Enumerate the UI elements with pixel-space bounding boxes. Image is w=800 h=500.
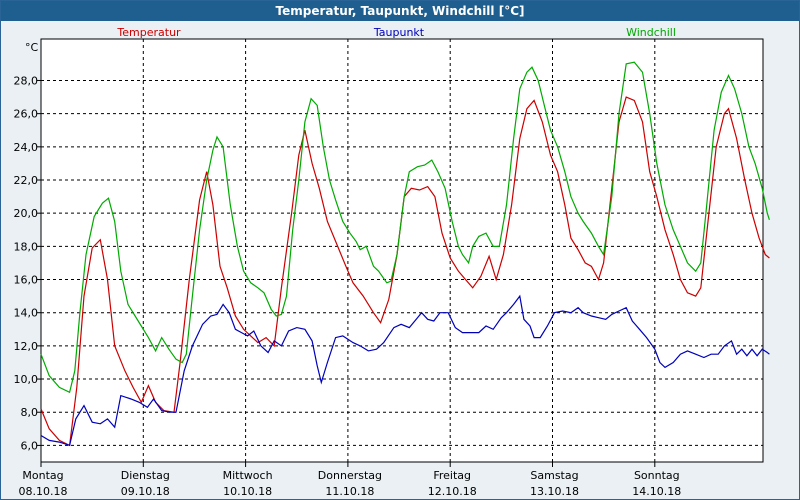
- y-gridlines: [37, 79, 763, 446]
- y-axis-label: °C: [25, 41, 39, 54]
- plot-area: [40, 38, 764, 463]
- legend-item-windchill: Windchill: [626, 26, 676, 39]
- data-series: [40, 61, 770, 447]
- x-tick-date: 08.10.18: [19, 485, 68, 498]
- x-tick-day: Mittwoch: [223, 469, 273, 482]
- x-tick-date: 10.10.18: [223, 485, 272, 498]
- x-tick-day: Sonntag: [634, 469, 680, 482]
- x-tick-day: Freitag: [433, 469, 471, 482]
- y-tick-label: 22,0: [14, 174, 39, 187]
- x-tick-labels: Montag 08.10.18 Dienstag 09.10.18 Mittwoch 10…: [19, 469, 682, 498]
- x-tick-day: Dienstag: [121, 469, 170, 482]
- y-tick-label: 12,0: [14, 340, 39, 353]
- legend: Temperatur Taupunkt Windchill: [116, 26, 676, 39]
- x-tick-day: Montag: [22, 469, 63, 482]
- x-gridlines: [40, 39, 656, 467]
- y-tick-label: 26,0: [14, 108, 39, 121]
- y-tick-label: 24,0: [14, 141, 39, 154]
- y-tick-label: 20,0: [14, 207, 39, 220]
- x-tick-day: Samstag: [530, 469, 578, 482]
- chart-title: Temperatur, Taupunkt, Windchill [°C]: [1, 1, 799, 21]
- legend-item-temperatur: Temperatur: [116, 26, 181, 39]
- legend-item-taupunkt: Taupunkt: [373, 26, 425, 39]
- y-tick-label: 10,0: [14, 373, 39, 386]
- y-tick-label: 14,0: [14, 307, 39, 320]
- x-tick-day: Donnerstag: [318, 469, 382, 482]
- x-tick-date: 13.10.18: [530, 485, 579, 498]
- y-tick-label: 16,0: [14, 274, 39, 287]
- x-tick-date: 11.10.18: [325, 485, 374, 498]
- x-tick-date: 12.10.18: [428, 485, 477, 498]
- series-line-windchill: [40, 61, 770, 394]
- y-tick-label: 28,0: [14, 74, 39, 87]
- x-tick-date: 14.10.18: [632, 485, 681, 498]
- y-tick-label: 6,0: [21, 439, 39, 452]
- y-tick-label: 8,0: [21, 406, 39, 419]
- x-tick-date: 09.10.18: [121, 485, 170, 498]
- series-line-taupunkt: [40, 294, 770, 447]
- y-tick-labels: 6,0 8,0 10,0 12,0 14,0 16,0 18,0 20,0 22,0 24,0 26…: [14, 74, 39, 452]
- y-tick-label: 18,0: [14, 240, 39, 253]
